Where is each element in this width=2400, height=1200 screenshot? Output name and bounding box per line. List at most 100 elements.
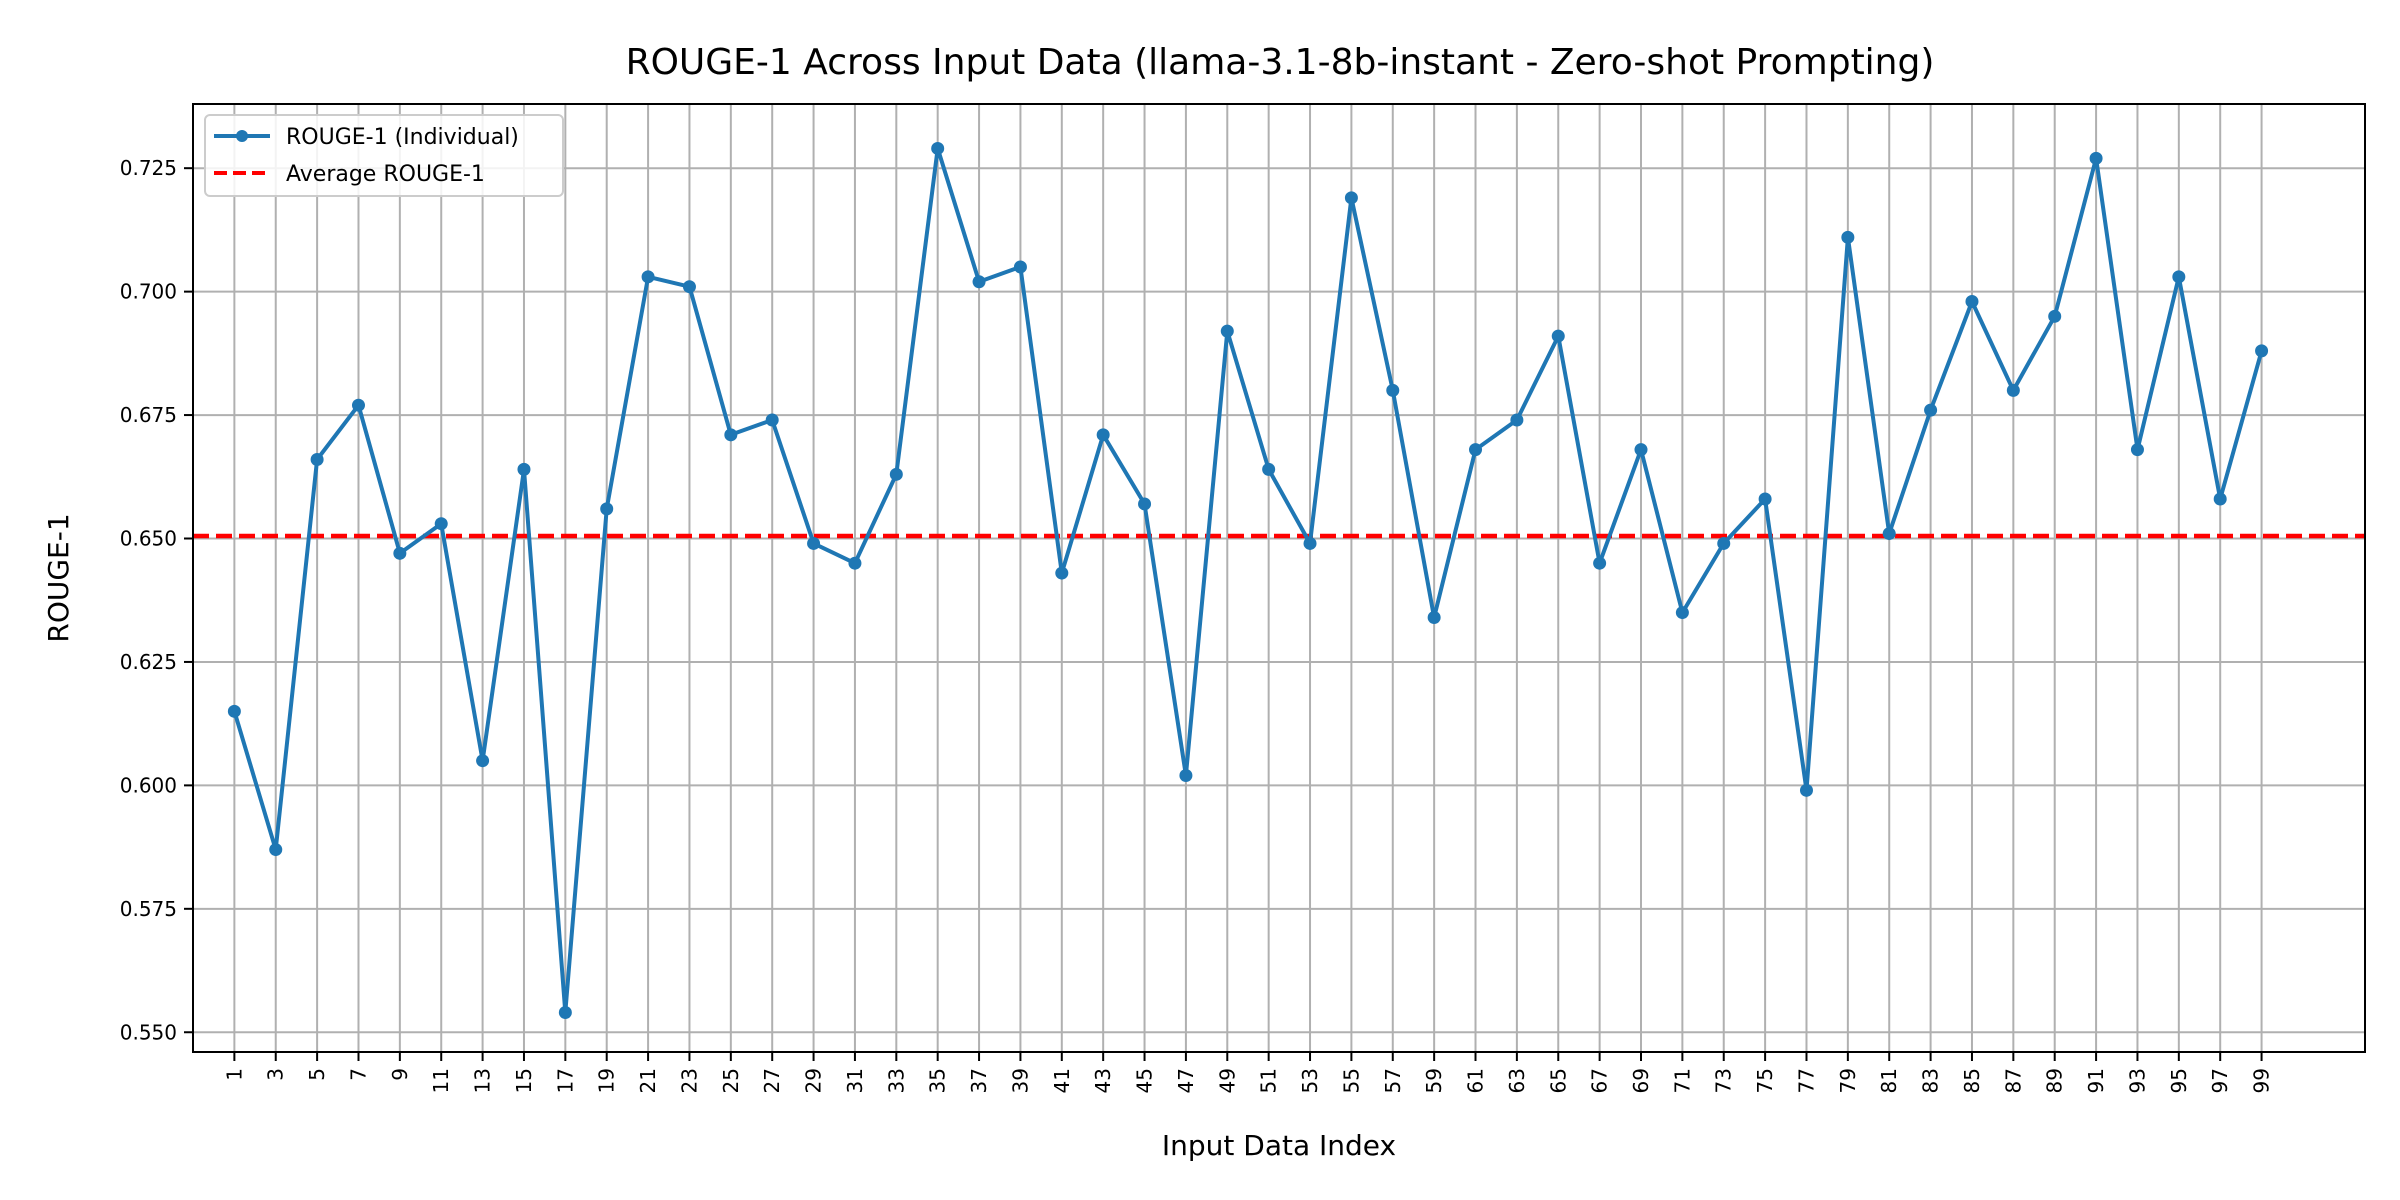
data-point — [1220, 324, 1234, 338]
x-tick-label: 21 — [636, 1068, 660, 1093]
legend-average-label: Average ROUGE-1 — [286, 162, 485, 187]
data-point — [641, 270, 655, 284]
x-tick-label: 9 — [388, 1068, 412, 1081]
data-point — [682, 280, 696, 294]
x-tick-label: 41 — [1050, 1068, 1074, 1093]
data-point — [269, 843, 283, 857]
y-axis-label: ROUGE-1 — [42, 513, 75, 642]
x-tick-label: 13 — [471, 1068, 495, 1093]
data-point — [1675, 606, 1689, 620]
data-point — [2048, 309, 2062, 323]
x-tick-label: 53 — [1298, 1068, 1322, 1093]
data-point — [600, 502, 614, 516]
legend-box — [204, 114, 564, 197]
legend: ROUGE-1 (Individual) Average ROUGE-1 — [204, 114, 564, 197]
data-point — [558, 1006, 572, 1019]
x-tick-label: 43 — [1091, 1068, 1115, 1093]
x-tick-label: 23 — [677, 1068, 701, 1093]
y-axis-ticks: 0.550 0.575 0.600 0.625 0.650 0.675 0.700 0.725 — [120, 156, 193, 1044]
x-tick-label: 93 — [2125, 1068, 2149, 1093]
x-tick-label: 39 — [1008, 1068, 1032, 1093]
y-tick-label: 0.575 — [120, 897, 177, 921]
x-tick-label: 47 — [1174, 1068, 1198, 1093]
x-tick-label: 27 — [760, 1068, 784, 1093]
x-tick-label: 95 — [2167, 1068, 2191, 1093]
x-tick-label: 5 — [305, 1068, 329, 1081]
x-tick-label: 65 — [1546, 1068, 1570, 1093]
y-tick-label: 0.550 — [120, 1020, 177, 1044]
x-tick-label: 63 — [1505, 1068, 1529, 1093]
x-tick-label: 89 — [2043, 1068, 2067, 1093]
data-point — [1055, 566, 1069, 580]
data-point — [227, 704, 241, 718]
data-point — [1262, 462, 1276, 476]
data-point — [1882, 527, 1896, 541]
data-point — [310, 453, 324, 466]
x-tick-label: 75 — [1753, 1068, 1777, 1093]
data-point — [1593, 556, 1607, 570]
series-line — [232, 146, 2264, 1015]
x-tick-label: 33 — [884, 1068, 908, 1093]
x-tick-label: 3 — [264, 1068, 288, 1081]
data-point — [1510, 413, 1524, 427]
x-tick-label: 55 — [1339, 1068, 1363, 1093]
x-tick-label: 79 — [1836, 1068, 1860, 1093]
data-point — [848, 556, 862, 570]
x-tick-label: 15 — [512, 1068, 536, 1093]
data-point — [807, 536, 821, 550]
data-point — [1799, 783, 1813, 797]
legend-series-marker — [236, 130, 248, 142]
x-tick-label: 37 — [967, 1068, 991, 1093]
data-point — [1758, 492, 1772, 506]
x-tick-label: 1 — [222, 1068, 246, 1081]
data-point — [1179, 769, 1193, 782]
data-point — [765, 413, 779, 427]
x-tick-label: 59 — [1422, 1068, 1446, 1093]
data-point — [1013, 260, 1027, 274]
data-point — [1634, 443, 1648, 457]
x-tick-label: 85 — [1960, 1068, 1984, 1093]
data-point — [434, 517, 448, 531]
data-point — [724, 428, 738, 442]
series-layer — [227, 141, 2269, 1019]
data-point — [1841, 230, 1855, 244]
data-point — [476, 754, 490, 768]
x-tick-label: 87 — [2001, 1068, 2025, 1093]
data-point — [1138, 497, 1152, 511]
x-tick-label: 61 — [1464, 1068, 1488, 1093]
data-point — [2255, 344, 2269, 358]
x-tick-label: 97 — [2208, 1068, 2232, 1093]
legend-series-label: ROUGE-1 (Individual) — [286, 125, 519, 150]
data-point — [972, 275, 986, 289]
data-point — [1469, 443, 1483, 457]
data-point — [1427, 611, 1441, 624]
data-point — [1551, 329, 1565, 343]
x-tick-label: 83 — [1919, 1068, 1943, 1093]
chart-title: ROUGE-1 Across Input Data (llama-3.1-8b-… — [626, 42, 1935, 83]
x-tick-label: 19 — [595, 1068, 619, 1093]
data-point — [2006, 383, 2020, 397]
data-point — [1717, 536, 1731, 550]
x-tick-label: 25 — [719, 1068, 743, 1093]
x-tick-label: 91 — [2084, 1068, 2108, 1093]
x-tick-label: 45 — [1133, 1068, 1157, 1093]
x-tick-label: 73 — [1712, 1068, 1736, 1093]
data-point — [393, 546, 407, 560]
data-point — [1303, 536, 1317, 550]
data-point — [1965, 295, 1979, 308]
data-point — [1924, 403, 1938, 417]
x-tick-label: 11 — [429, 1068, 453, 1093]
data-point — [1096, 428, 1110, 442]
x-tick-label: 29 — [802, 1068, 826, 1093]
y-tick-label: 0.700 — [120, 280, 177, 304]
plot-frame — [192, 103, 2366, 1053]
data-point — [351, 398, 365, 412]
data-point — [889, 467, 903, 481]
x-tick-label: 71 — [1670, 1068, 1694, 1093]
x-tick-label: 69 — [1629, 1068, 1653, 1093]
y-tick-label: 0.675 — [120, 403, 177, 427]
x-tick-label: 81 — [1877, 1068, 1901, 1093]
x-tick-label: 77 — [1794, 1068, 1818, 1093]
x-tick-label: 57 — [1381, 1068, 1405, 1093]
